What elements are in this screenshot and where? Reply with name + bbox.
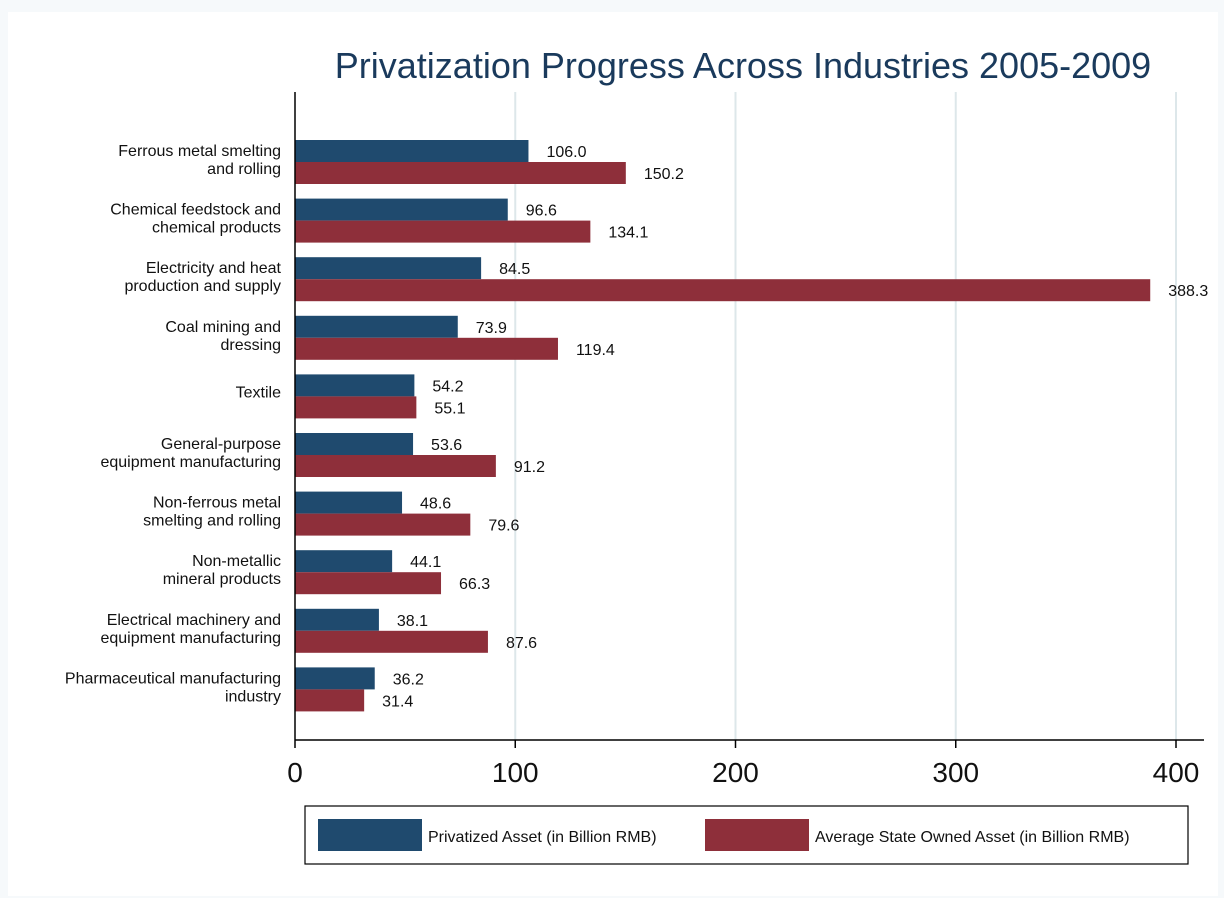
x-tick-label: 200 <box>712 757 759 788</box>
x-tick-label: 400 <box>1153 757 1200 788</box>
value-label: 36.2 <box>393 671 424 688</box>
bar-privatized <box>295 491 403 514</box>
value-label: 87.6 <box>506 635 537 652</box>
bar-privatized <box>295 433 414 455</box>
bar-privatized <box>295 608 379 631</box>
value-label: 44.1 <box>410 554 441 571</box>
bar-privatized <box>295 198 508 221</box>
bar-state-owned <box>295 689 365 712</box>
value-label: 38.1 <box>397 613 428 630</box>
category-label: Textile <box>236 384 281 401</box>
x-tick-label: 300 <box>932 757 979 788</box>
value-label: 66.3 <box>459 576 490 593</box>
bars: 106.0 150.2 96.6 134.1 84.5 388.3 73.9 119.4 54.… <box>295 140 1208 712</box>
category-label: Electrical machinery and equipment manufa… <box>100 612 281 647</box>
axes: Ferrous metal smelting and rolling Chemica… <box>65 92 1204 788</box>
legend-label: Average State Owned Asset (in Billion RM… <box>815 829 1130 846</box>
bar-privatized <box>295 140 529 162</box>
legend-swatch <box>318 819 422 851</box>
bar-state-owned <box>295 162 626 184</box>
bar-state-owned <box>295 455 496 477</box>
gridlines <box>514 92 1177 740</box>
value-label: 84.5 <box>499 261 530 278</box>
bar-privatized <box>295 667 375 690</box>
category-label: Chemical feedstock and chemical products <box>110 202 281 237</box>
value-label: 96.6 <box>526 203 557 220</box>
bar-state-owned <box>295 337 558 360</box>
bar-chart: Privatization Progress Across Industries… <box>65 45 1208 865</box>
bar-privatized <box>295 315 458 338</box>
bar-state-owned <box>295 513 471 536</box>
chart-frame: Privatization Progress Across Industries… <box>8 12 1218 896</box>
bar-privatized <box>295 550 393 573</box>
value-label: 119.4 <box>576 342 615 359</box>
category-label: Electricity and heat production and suppl… <box>124 260 281 295</box>
bar-state-owned <box>295 572 442 595</box>
bar-privatized <box>295 374 415 397</box>
chart-title: Privatization Progress Across Industries… <box>335 45 1151 86</box>
x-tick-label: 100 <box>492 757 539 788</box>
bar-state-owned <box>295 220 591 243</box>
legend: Privatized Asset (in Billion RMB) Average… <box>304 805 1189 865</box>
category-label: Non-metallic mineral products <box>163 553 281 588</box>
value-label: 150.2 <box>644 166 684 183</box>
value-label: 388.3 <box>1168 283 1208 300</box>
value-label: 79.6 <box>488 518 519 535</box>
category-label: General-purpose equipment manufacturing <box>100 436 281 471</box>
legend-label: Privatized Asset (in Billion RMB) <box>428 829 657 846</box>
x-tick-label: 0 <box>287 757 303 788</box>
category-label: Ferrous metal smelting and rolling <box>118 143 281 178</box>
value-label: 31.4 <box>382 693 413 710</box>
legend-swatch <box>705 819 809 851</box>
value-label: 55.1 <box>434 400 465 417</box>
bar-privatized <box>295 257 482 280</box>
value-label: 53.6 <box>431 437 462 454</box>
value-label: 48.6 <box>420 496 451 513</box>
value-label: 54.2 <box>432 378 463 395</box>
value-label: 73.9 <box>476 320 507 337</box>
value-label: 134.1 <box>608 225 648 242</box>
category-label: Coal mining and dressing <box>165 319 281 354</box>
value-label: 106.0 <box>546 144 586 161</box>
bar-state-owned <box>295 279 1151 302</box>
bar-state-owned <box>295 630 488 653</box>
category-label: Non-ferrous metal smelting and rolling <box>143 495 281 530</box>
value-label: 91.2 <box>514 459 545 476</box>
bar-state-owned <box>295 396 417 419</box>
category-label: Pharmaceutical manufacturing industry <box>65 670 281 705</box>
